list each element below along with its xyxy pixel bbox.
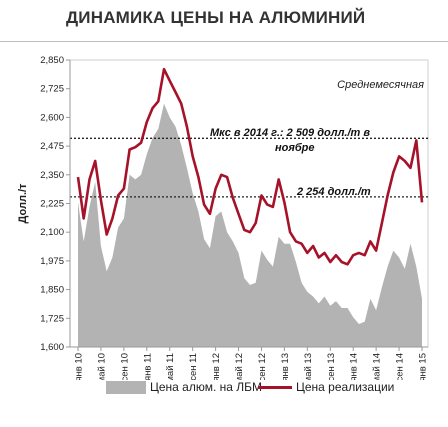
y-tick-label: 1,600 (40, 342, 64, 353)
y-axis-label: Долл./т (17, 183, 29, 224)
legend-item-realization: Цена реализации (258, 380, 394, 394)
legend-label-realization: Цена реализации (296, 380, 395, 394)
x-tick-label: сен 13 (326, 353, 337, 380)
average-annotation: 2 254 долл./т (296, 186, 371, 198)
realization-price-line-layer (76, 67, 424, 266)
lme-price-area (78, 103, 422, 347)
legend-swatch-area (106, 380, 146, 394)
annotations-layer: Среднемесячная Мкс в 2014 г.: 2 509 долл.… (210, 79, 424, 198)
y-tick-label: 2,725 (40, 84, 64, 95)
y-tick-label: 2,850 (40, 55, 64, 66)
x-tick-label: май 12 (234, 353, 245, 380)
y-tick-label: 2,225 (40, 199, 64, 210)
legend: Цена алюм. на ЛБМ Цена реализации (0, 380, 448, 410)
x-tick-label: янв 14 (349, 353, 360, 380)
y-tick-label: 2,350 (40, 170, 64, 181)
x-tick-label: сен 11 (188, 353, 199, 380)
lme-price-area-layer (78, 103, 422, 347)
chart-title: ДИНАМИКА ЦЕНЫ НА АЛЮМИНИЙ (66, 8, 366, 27)
x-tick-label: май 14 (372, 353, 383, 380)
y-tick-label: 1,975 (40, 256, 64, 267)
x-tick-label: янв 13 (280, 353, 291, 380)
y-tick-label: 2,475 (40, 141, 64, 152)
y-tick-label: 2,100 (40, 227, 64, 238)
x-tick-label: май 13 (303, 353, 314, 380)
x-tick-label: сен 12 (257, 353, 268, 380)
x-tick-label: янв 15 (418, 353, 429, 380)
x-tick-label: май 10 (96, 353, 107, 380)
x-tick-label: сен 10 (119, 353, 130, 380)
y-axis: 1,600 1,725 1,850 1,975 2,100 2,225 2,350 2,475… (17, 55, 71, 353)
max-annotation-line-1: Мкс в 2014 г.: 2 509 долл./т в (210, 127, 370, 139)
x-tick-label: янв 10 (74, 353, 85, 380)
chart-subtitle: Среднемесячная (337, 79, 424, 91)
title-divider (0, 41, 448, 42)
realization-price-line (76, 67, 424, 266)
x-tick-label: янв 12 (211, 353, 222, 380)
legend-label-lme: Цена алюм. на ЛБМ (150, 380, 263, 394)
y-tick-label: 1,850 (40, 285, 64, 296)
legend-swatch-line (258, 385, 292, 389)
x-tick-label: май 11 (165, 353, 176, 380)
y-tick-label: 2,600 (40, 112, 64, 123)
x-tick-label: янв 11 (142, 353, 153, 380)
x-tick-label: сен 14 (395, 353, 406, 380)
y-tick-label: 1,725 (40, 313, 64, 324)
price-chart: 1,600 1,725 1,850 1,975 2,100 2,225 2,350 2,475… (17, 55, 429, 380)
x-axis: янв 10 май 10 сен 10 янв 11 май 11 сен 11 янв … (70, 346, 429, 380)
legend-item-lme: Цена алюм. на ЛБМ (106, 380, 262, 394)
max-annotation-line-2: ноябре (275, 142, 315, 154)
